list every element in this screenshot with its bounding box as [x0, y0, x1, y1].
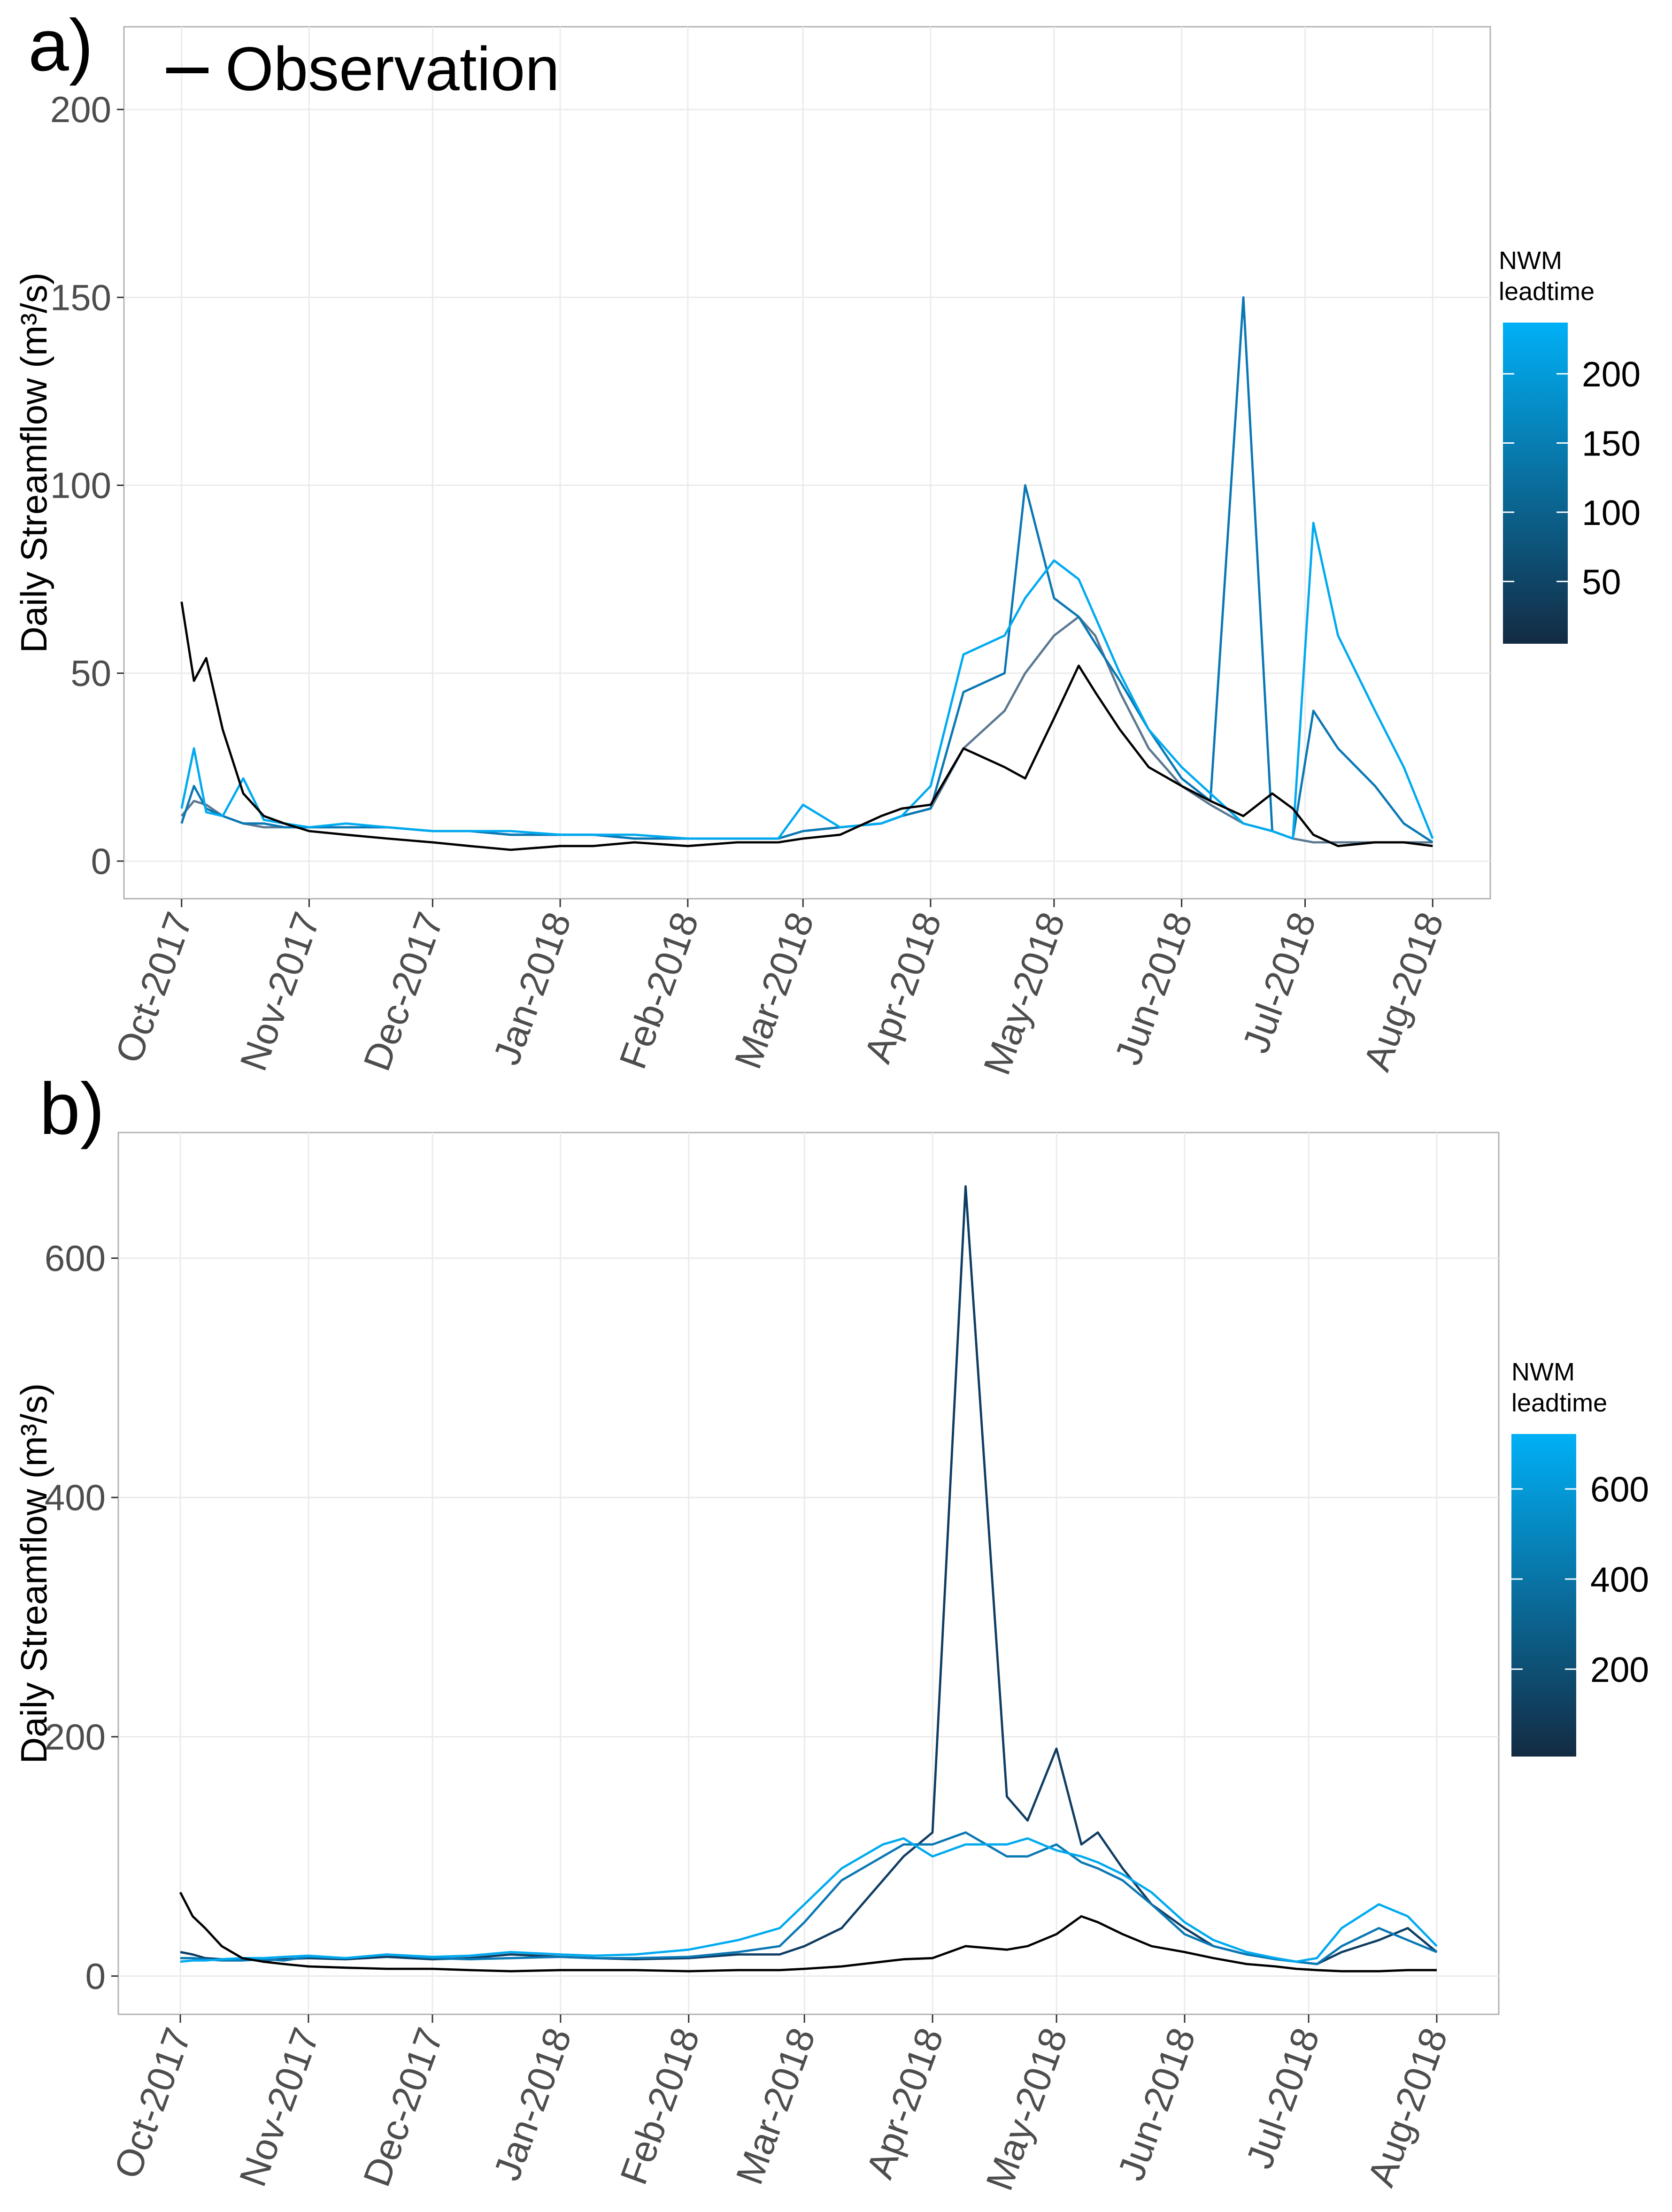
y-tick-label: 400: [45, 1477, 106, 1518]
colorbar-tick-label: 400: [1590, 1560, 1649, 1599]
y-tick-label: 150: [50, 277, 111, 318]
x-tick-label: Jul-2018: [1235, 907, 1325, 1058]
y-tick-label: 0: [85, 1955, 106, 1996]
x-tick-label: Nov-2017: [231, 2022, 328, 2192]
x-tick-label: Mar-2018: [727, 907, 822, 1074]
x-tick-label: Feb-2018: [612, 2022, 708, 2190]
series-line: [180, 1831, 1437, 1965]
plot-panel: [123, 26, 1491, 900]
y-axis-title: Daily Streamflow (m³/s): [13, 272, 54, 653]
colorbar-tick-label: 600: [1590, 1470, 1649, 1509]
y-tick-label: 200: [45, 1716, 106, 1757]
panel-label: b): [39, 1068, 105, 1150]
colorbar-tick-label: 50: [1582, 562, 1621, 601]
x-tick-label: Nov-2017: [232, 907, 329, 1076]
x-tick-label: Feb-2018: [612, 907, 707, 1074]
y-tick-label: 100: [50, 465, 111, 506]
x-tick-label: Mar-2018: [728, 2022, 824, 2190]
colorbar-title: NWM leadtime: [1499, 247, 1595, 306]
x-tick-label: Aug-2018: [1360, 2022, 1456, 2192]
x-tick-label: Jul-2018: [1238, 2022, 1328, 2174]
colorbar-tick-label: 200: [1590, 1650, 1649, 1689]
colorbar-title: NWM leadtime: [1511, 1358, 1607, 1417]
x-tick-label: Jun-2018: [1107, 907, 1201, 1070]
colorbar: [1511, 1434, 1576, 1757]
x-tick-label: Apr-2018: [858, 2022, 952, 2184]
series-line: [180, 1837, 1438, 1963]
x-tick-label: Aug-2018: [1356, 907, 1452, 1076]
x-tick-label: Jan-2018: [486, 2022, 580, 2186]
y-tick-label: 200: [50, 89, 111, 130]
y-axis-title: Daily Streamflow (m³/s): [13, 1383, 54, 1764]
y-tick-label: 50: [70, 653, 111, 694]
x-tick-label: May-2018: [976, 907, 1073, 1080]
colorbar: [1503, 323, 1568, 644]
legend-label: Observation: [225, 34, 560, 103]
colorbar-tick-label: 150: [1582, 424, 1641, 463]
x-tick-label: Oct-2017: [106, 2022, 200, 2184]
panel-label: a): [28, 5, 93, 86]
x-tick-label: May-2018: [978, 2022, 1076, 2196]
x-tick-label: Jun-2018: [1110, 2022, 1204, 2186]
x-tick-label: Dec-2017: [355, 2022, 452, 2192]
colorbar-tick-label: 200: [1582, 355, 1641, 394]
x-tick-label: Oct-2017: [108, 907, 201, 1068]
y-tick-label: 0: [91, 840, 111, 882]
colorbar-tick-label: 100: [1582, 493, 1641, 532]
x-tick-label: Dec-2017: [356, 907, 452, 1076]
plot-panel: [117, 1132, 1500, 2015]
y-tick-label: 600: [45, 1238, 106, 1279]
series-line: [180, 601, 1433, 851]
series-line: [179, 1892, 1437, 1973]
x-tick-label: Apr-2018: [856, 907, 950, 1068]
x-tick-label: Jan-2018: [485, 907, 579, 1070]
